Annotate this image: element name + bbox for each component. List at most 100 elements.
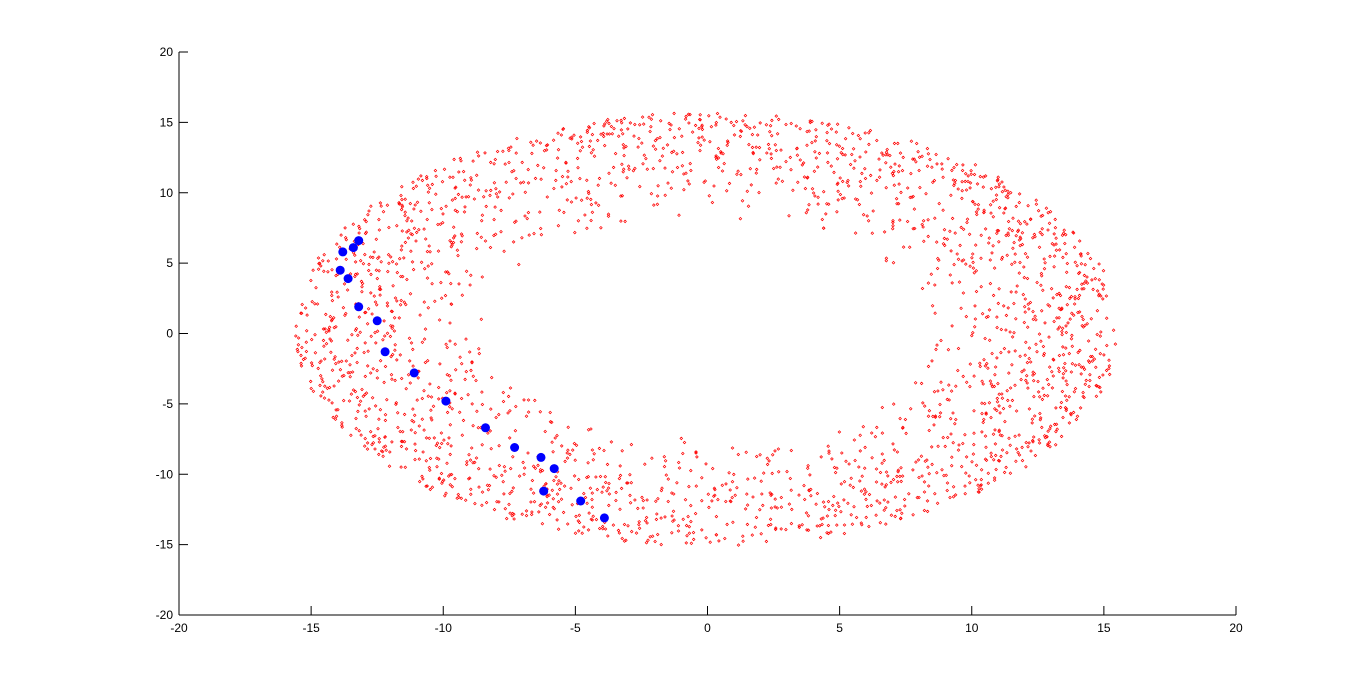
- red-point: [609, 181, 613, 185]
- red-point: [629, 480, 634, 485]
- red-point: [543, 429, 547, 434]
- red-point: [468, 183, 473, 187]
- red-point: [992, 266, 997, 270]
- red-point: [909, 171, 913, 176]
- red-point: [309, 337, 314, 342]
- red-point: [926, 234, 930, 239]
- red-point: [424, 436, 429, 440]
- red-point: [1031, 309, 1035, 314]
- red-point: [867, 524, 871, 529]
- red-point: [700, 135, 704, 139]
- red-point: [1050, 369, 1054, 374]
- red-point: [760, 492, 764, 496]
- red-point: [1027, 441, 1031, 445]
- red-point: [967, 232, 972, 237]
- red-point: [570, 137, 574, 141]
- red-point: [995, 231, 999, 236]
- red-point: [747, 142, 751, 147]
- red-point: [590, 132, 595, 137]
- red-point: [383, 418, 388, 423]
- red-point: [1099, 330, 1103, 334]
- red-point: [987, 401, 992, 405]
- red-point: [590, 505, 595, 509]
- red-point: [357, 224, 361, 229]
- red-point: [809, 493, 813, 498]
- red-point: [523, 214, 527, 218]
- red-point: [954, 417, 958, 422]
- red-point: [461, 169, 466, 174]
- red-point: [1030, 421, 1034, 425]
- red-point: [651, 144, 656, 148]
- red-point: [605, 489, 609, 493]
- red-point: [757, 145, 762, 150]
- red-point: [555, 492, 560, 496]
- red-point: [325, 386, 330, 391]
- red-point: [353, 253, 357, 257]
- red-point: [900, 168, 905, 173]
- red-point: [991, 244, 995, 248]
- red-point: [867, 142, 871, 147]
- red-point: [974, 210, 979, 214]
- red-point: [854, 515, 859, 520]
- red-point: [311, 268, 315, 272]
- red-point: [334, 408, 338, 412]
- red-point: [1022, 219, 1027, 224]
- red-point: [375, 376, 380, 380]
- red-point: [693, 511, 698, 516]
- red-point: [330, 298, 335, 303]
- red-point: [378, 201, 383, 205]
- red-point: [773, 449, 777, 453]
- red-point: [984, 315, 989, 320]
- red-point: [574, 514, 578, 519]
- red-point: [405, 230, 409, 234]
- red-point: [916, 458, 921, 462]
- red-point: [465, 459, 469, 464]
- red-point: [960, 259, 964, 263]
- red-point: [455, 209, 460, 214]
- red-point: [821, 189, 826, 194]
- red-point: [618, 464, 622, 468]
- red-point: [294, 324, 298, 328]
- red-point: [469, 446, 474, 450]
- red-point: [626, 481, 630, 485]
- red-point: [304, 349, 309, 354]
- red-point: [552, 478, 556, 483]
- red-point: [628, 493, 632, 498]
- red-point: [700, 498, 704, 503]
- red-point: [986, 241, 991, 245]
- red-point: [469, 273, 473, 278]
- red-point: [389, 324, 393, 328]
- red-point: [339, 359, 344, 364]
- red-point: [360, 387, 364, 392]
- red-point: [925, 499, 930, 503]
- red-point: [457, 282, 461, 286]
- red-point: [1033, 453, 1038, 458]
- red-point: [521, 180, 526, 184]
- red-point: [993, 442, 998, 446]
- red-point: [1028, 300, 1033, 305]
- red-point: [715, 111, 720, 116]
- red-point: [430, 485, 435, 489]
- red-point: [1001, 406, 1006, 411]
- red-point: [511, 240, 516, 244]
- red-point: [714, 514, 719, 519]
- red-point: [981, 185, 986, 189]
- red-point: [949, 249, 953, 253]
- red-point: [599, 132, 603, 136]
- red-point: [655, 202, 660, 207]
- red-point: [956, 368, 960, 373]
- red-point: [387, 225, 391, 230]
- red-point: [434, 192, 438, 196]
- red-point: [922, 490, 927, 494]
- red-point: [1052, 319, 1056, 324]
- red-point: [340, 425, 344, 429]
- red-point: [575, 141, 580, 146]
- red-point: [999, 327, 1004, 332]
- red-point: [1064, 379, 1068, 383]
- red-point: [912, 207, 917, 211]
- red-point: [493, 205, 497, 209]
- red-point: [462, 178, 467, 183]
- red-point: [394, 401, 399, 405]
- red-point: [827, 141, 832, 146]
- red-point: [964, 188, 969, 192]
